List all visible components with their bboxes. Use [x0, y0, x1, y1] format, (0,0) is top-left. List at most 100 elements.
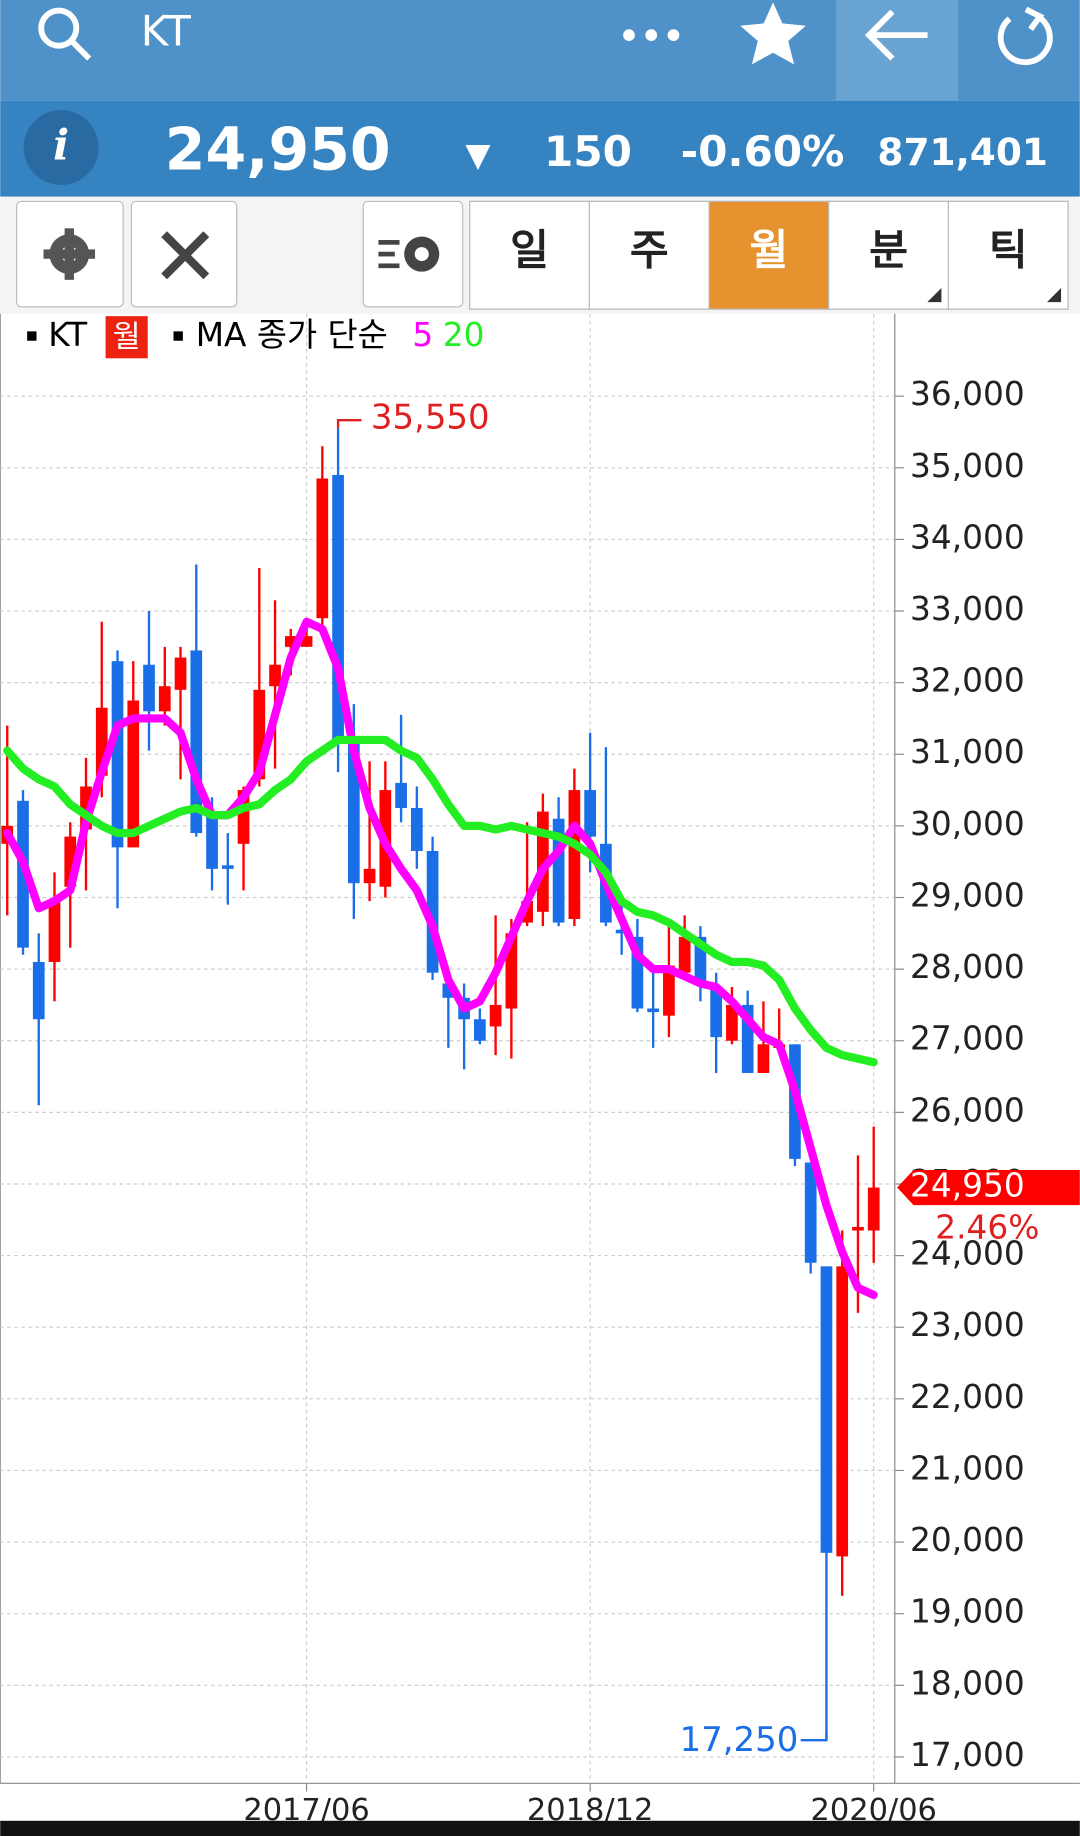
candle-body: [663, 965, 675, 1016]
min-arrow: [800, 1731, 828, 1742]
min-label: 17,250: [680, 1720, 799, 1760]
tools-icon: [161, 231, 210, 280]
candle-body: [332, 474, 344, 740]
candle-body: [521, 901, 533, 923]
candle-body: [694, 936, 707, 984]
plot: 35,550 17,250: [1, 398, 880, 1760]
y-tick-label: 28,000: [910, 948, 1025, 986]
legend-series: 20: [443, 316, 485, 354]
legend-period: 월: [113, 320, 141, 355]
legend-ma: MA 종가 단순: [196, 316, 388, 354]
candle-body: [269, 664, 281, 687]
star-icon[interactable]: [740, 2, 806, 65]
ma-line: [3, 735, 878, 1067]
direction: ▼: [465, 136, 491, 174]
info-button[interactable]: [23, 110, 99, 186]
y-tick-label: 34,000: [910, 518, 1025, 556]
candle-body: [111, 661, 124, 848]
candle-body: [489, 1004, 502, 1027]
candle-body: [647, 1008, 660, 1013]
period-tab[interactable]: [828, 200, 950, 310]
period-tab[interactable]: [708, 200, 830, 310]
candle-body: [741, 1004, 754, 1073]
period-label: 주: [630, 225, 669, 274]
y-tick-label: 17,000: [910, 1736, 1025, 1774]
legend-series: 5: [412, 316, 433, 354]
indicator-icon: [378, 236, 440, 272]
legend-symbol: KT: [48, 316, 88, 354]
candle-body: [316, 478, 329, 619]
ma-line: [3, 617, 878, 1300]
candle-body: [836, 1266, 849, 1557]
y-tick-label: 24,000: [910, 1235, 1025, 1273]
candle-body: [347, 736, 360, 884]
axis: 17,000 18,000 19,000 20,000 21,000 22,000 23,0…: [243, 375, 1080, 1828]
legend-marker: [173, 331, 183, 341]
candle-body: [253, 689, 266, 780]
candle-body: [363, 868, 376, 884]
candle-body: [537, 811, 549, 912]
candle-body: [474, 1019, 486, 1041]
candle-body: [64, 836, 77, 887]
candle-body: [206, 815, 218, 869]
candle-body: [584, 790, 596, 837]
price-tag-label: 24,950: [910, 1167, 1025, 1205]
candle-body: [143, 664, 155, 712]
y-tick-label: 33,000: [910, 590, 1025, 628]
candle-body: [726, 1004, 738, 1041]
candle-body: [804, 1162, 817, 1263]
y-tick-label: 30,000: [910, 805, 1025, 843]
y-tick-label: 19,000: [910, 1593, 1025, 1631]
period-tab[interactable]: [588, 200, 710, 310]
max-arrow: [336, 419, 362, 429]
period-tab[interactable]: [469, 200, 590, 310]
period-label: 일: [510, 225, 549, 274]
candle-body: [48, 901, 61, 962]
candle-body: [852, 1226, 864, 1231]
candle-body: [410, 807, 423, 851]
price-tag: [897, 1169, 1080, 1206]
y-tick-label: 26,000: [910, 1091, 1025, 1129]
period-label: 분: [869, 225, 908, 274]
legend-period-box: [105, 316, 148, 359]
candle-body: [631, 936, 644, 1009]
search-icon[interactable]: [38, 7, 92, 61]
volume: 871,401: [877, 130, 1048, 174]
candle-body: [757, 1044, 770, 1073]
stock-title: KT: [141, 6, 191, 55]
period-tab[interactable]: [947, 200, 1069, 310]
candle-body: [505, 933, 518, 1009]
candle-body: [820, 1266, 833, 1553]
y-tick-label: 23,000: [910, 1306, 1025, 1344]
candle-body: [284, 636, 297, 647]
y-tick-label: 27,000: [910, 1020, 1025, 1058]
candle-body: [710, 987, 723, 1038]
legend-marker: [27, 331, 37, 341]
change-pct: -0.60%: [681, 127, 845, 176]
chart-area: [0, 313, 1080, 1790]
more-icon[interactable]: [623, 29, 680, 41]
period-label: 월: [750, 225, 789, 274]
candle-body: [867, 1187, 880, 1231]
back-icon[interactable]: [864, 9, 928, 61]
refresh-icon[interactable]: [997, 6, 1053, 66]
candle-body: [190, 650, 203, 834]
candle-body: [237, 790, 250, 844]
info-icon: i: [53, 120, 69, 170]
candle-body: [678, 936, 691, 973]
candle-body: [300, 636, 313, 647]
candle-body: [568, 790, 581, 919]
y-tick-label: 36,000: [910, 375, 1025, 413]
y-tick-label: 35,000: [910, 447, 1025, 485]
candle-body: [158, 686, 171, 712]
candle-body: [127, 700, 140, 848]
nav-bar: [0, 1820, 1080, 1836]
back-button-bg[interactable]: [836, 0, 959, 101]
candle-body: [221, 865, 234, 869]
y-tick-label: 31,000: [910, 733, 1025, 771]
max-label: 35,550: [371, 398, 490, 438]
y-tick-label: 18,000: [910, 1664, 1025, 1702]
candle-body: [552, 818, 565, 923]
